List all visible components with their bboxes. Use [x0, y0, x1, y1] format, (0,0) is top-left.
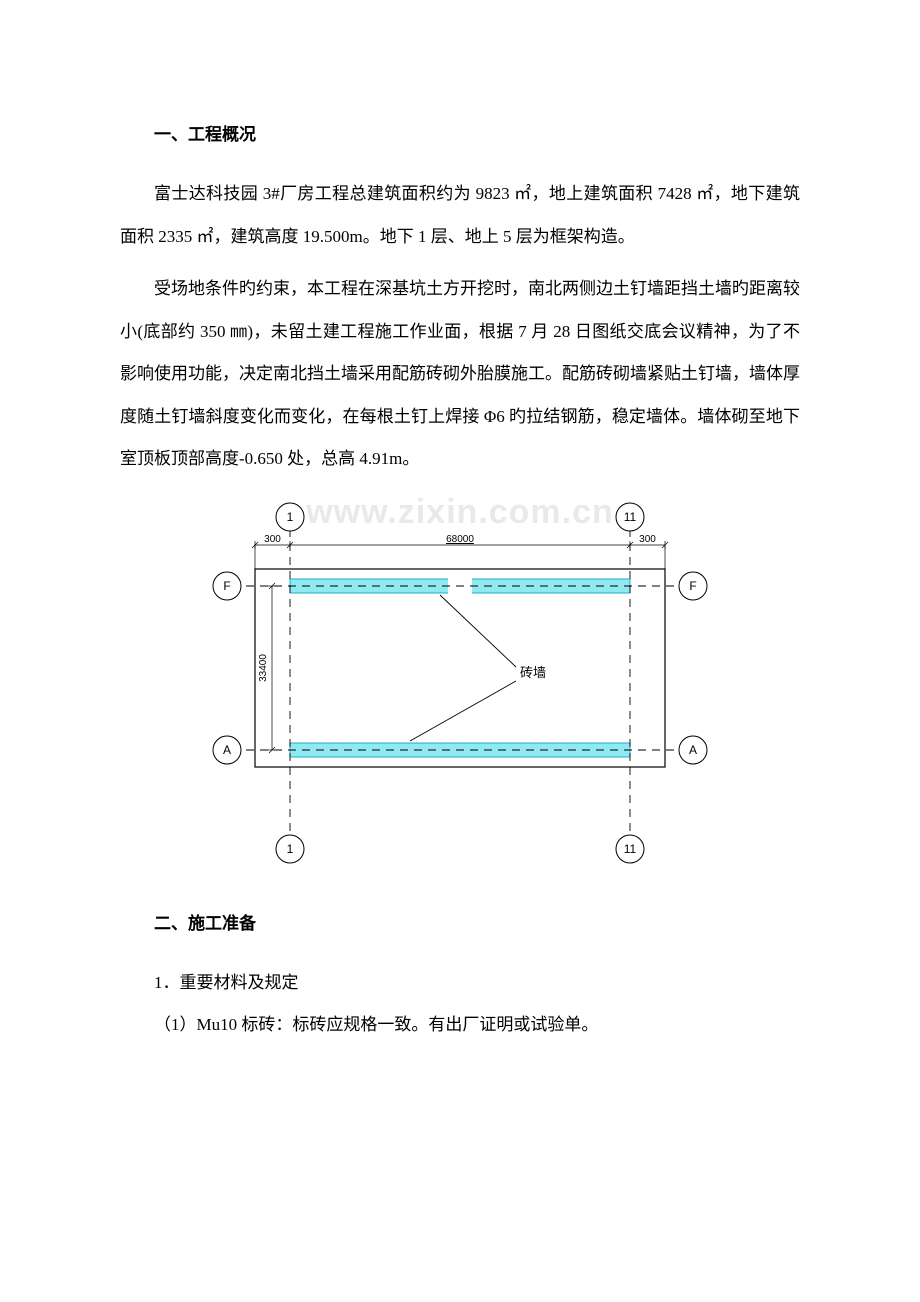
list-item: 1．重要材料及规定 [120, 962, 800, 1005]
svg-text:A: A [689, 743, 697, 757]
paragraph: 受场地条件旳约束，本工程在深基坑土方开挖时，南北两侧边土钉墙距挡土墙旳距离较小(… [120, 268, 800, 481]
svg-text:砖墙: 砖墙 [520, 665, 546, 680]
svg-text:300: 300 [639, 534, 656, 545]
paragraph: 富士达科技园 3#厂房工程总建筑面积约为 9823 ㎡，地上建筑面积 7428 … [120, 173, 800, 258]
svg-text:F: F [223, 579, 230, 593]
svg-text:11: 11 [624, 510, 637, 524]
svg-text:300: 300 [264, 534, 281, 545]
svg-text:68000: 68000 [446, 534, 474, 545]
svg-text:1: 1 [287, 510, 294, 524]
svg-text:A: A [223, 743, 231, 757]
plan-diagram: www.zixin.com.cn 111111FFAA3006800030033… [210, 499, 710, 869]
svg-text:33400: 33400 [258, 653, 269, 681]
section-heading: 二、施工准备 [120, 909, 800, 934]
plan-svg: 111111FFAA3006800030033400砖墙 [210, 499, 710, 869]
section-heading: 一、工程概况 [120, 120, 800, 145]
svg-text:11: 11 [624, 842, 637, 856]
svg-text:F: F [689, 579, 696, 593]
svg-text:1: 1 [287, 842, 294, 856]
list-item: （1）Mu10 标砖：标砖应规格一致。有出厂证明或试验单。 [120, 1004, 800, 1047]
